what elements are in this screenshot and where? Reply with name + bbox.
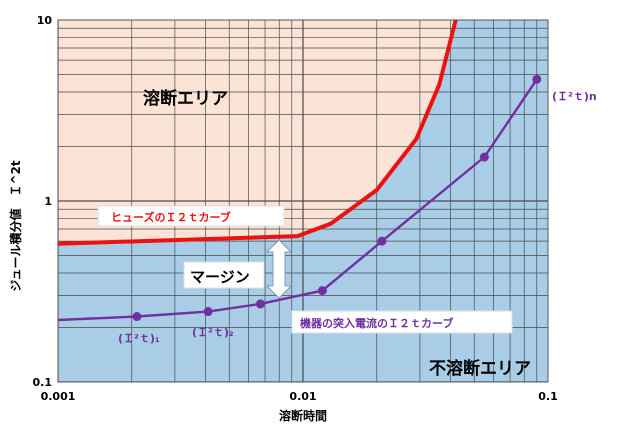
device-data-point [532, 74, 542, 84]
device-data-point [203, 307, 213, 317]
device-curve-label: 機器の突入電流のＩ２ｔカーブ [300, 316, 453, 330]
region-no-melt-label: 不溶断エリア [429, 358, 531, 379]
device-markers [132, 74, 542, 322]
device-data-point [255, 299, 265, 309]
fuse-label-box [97, 205, 285, 227]
y-tick-labels: 0.1 1 10 [33, 14, 53, 389]
margin-label-box [183, 261, 265, 289]
y-tick-label: 10 [37, 14, 53, 27]
plot-frame [57, 19, 549, 383]
device-label-box [291, 310, 513, 334]
y-tick-label: 1 [44, 195, 52, 208]
no-melt-region [58, 20, 548, 382]
x-axis-title: 溶断時間 [279, 408, 327, 423]
fuse-curve-label: ヒューズのＩ２ｔカーブ [111, 210, 231, 224]
margin-label: マージン [190, 268, 250, 286]
point-label-n: (Ｉ²ｔ)n [552, 90, 597, 103]
device-data-point [132, 312, 142, 322]
x-tick-label: 0.01 [289, 390, 316, 403]
x-tick-label: 0.1 [538, 390, 558, 403]
device-curve-line [57, 78, 538, 322]
device-data-point [377, 236, 387, 246]
device-data-point [317, 286, 327, 296]
y-axis-title: ジュール積分値 Ｉ^2t [8, 160, 23, 292]
region-melt-label: 溶断エリア [143, 88, 228, 109]
point-label-1: (Ｉ²ｔ)₁ [118, 332, 160, 345]
point-label-2: (Ｉ²ｔ)₂ [192, 326, 234, 339]
margin-arrow [265, 239, 293, 299]
device-data-point [479, 152, 489, 162]
x-tick-label: 0.001 [41, 390, 76, 403]
y-tick-label: 0.1 [33, 376, 53, 389]
fuse-curve-line [57, 19, 458, 246]
x-tick-labels: 0.001 0.01 0.1 [41, 390, 558, 403]
